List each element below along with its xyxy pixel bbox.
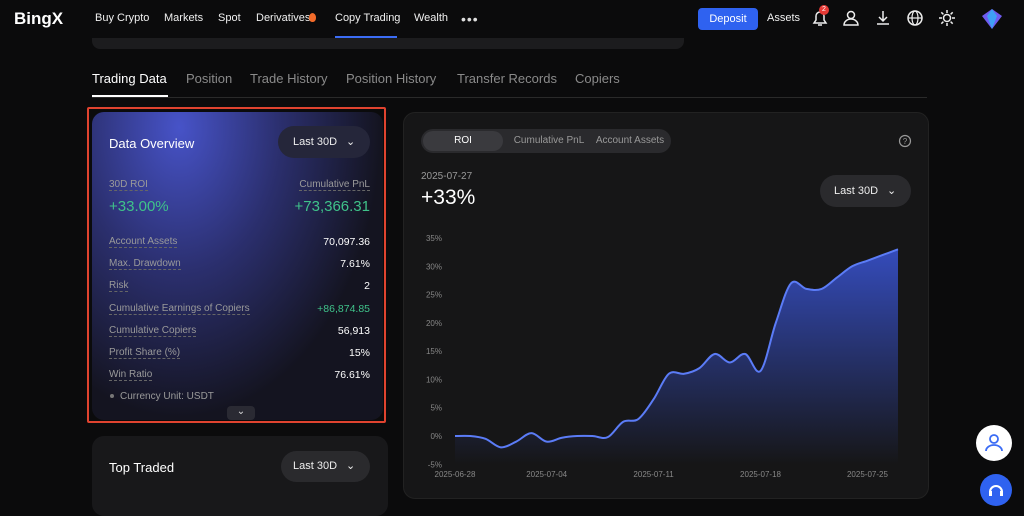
- y-tick-label: 15%: [426, 347, 442, 356]
- metric-value: 2: [364, 280, 370, 293]
- notification-badge: 2: [819, 5, 829, 15]
- y-tick-label: 20%: [426, 319, 442, 328]
- period-select[interactable]: Last 30D ⌄: [281, 451, 370, 482]
- help-icon[interactable]: ?: [898, 134, 912, 148]
- x-tick-label: 2025-07-18: [740, 470, 781, 479]
- more-icon[interactable]: •••: [461, 11, 479, 27]
- avatar-icon[interactable]: [980, 7, 1004, 31]
- tab[interactable]: Trade History: [250, 71, 328, 86]
- top-traded-card: Top Traded Last 30D ⌄: [92, 436, 388, 516]
- tab[interactable]: Position: [186, 71, 233, 86]
- assets-link[interactable]: Assets: [767, 12, 801, 24]
- tab-divider: [92, 97, 927, 98]
- nav-item[interactable]: Copy Trading: [335, 12, 401, 24]
- x-tick-label: 2025-07-25: [847, 470, 888, 479]
- deposit-button[interactable]: Deposit: [698, 8, 758, 30]
- currency-unit: Currency Unit: USDT: [120, 391, 214, 402]
- x-tick-label: 2025-07-04: [526, 470, 567, 479]
- metric-label: Cumulative Copiers: [109, 324, 197, 337]
- period-label: Last 30D: [834, 185, 879, 197]
- svg-text:?: ?: [903, 137, 908, 146]
- chart-toggle[interactable]: Account Assets: [595, 135, 665, 146]
- tab[interactable]: Transfer Records: [457, 71, 557, 86]
- top-traded-title: Top Traded: [109, 460, 175, 475]
- highlight-box: [87, 107, 386, 423]
- x-tick-label: 2025-06-28: [435, 470, 476, 479]
- overview-title: Data Overview: [109, 136, 195, 151]
- metric-value: 70,097.36: [323, 236, 370, 248]
- y-tick-label: 0%: [430, 432, 442, 441]
- support-button[interactable]: [980, 474, 1012, 506]
- selected-date: 2025-07-27: [421, 171, 473, 182]
- y-tick-label: 10%: [426, 375, 442, 384]
- period-label: Last 30D: [293, 136, 338, 148]
- metric-label: Cumulative Earnings of Copiers: [109, 302, 250, 315]
- metric-label: Account Assets: [109, 236, 178, 248]
- chart: -5% 0% 5% 10% 15% 20% 25% 30% 35% 2025-06-28 2025-…: [426, 234, 899, 479]
- unit-dot: [110, 394, 114, 398]
- user-icon[interactable]: [842, 9, 860, 27]
- metric-value: +86,874.85: [317, 302, 370, 315]
- x-tick-label: 2025-07-11: [633, 470, 674, 479]
- roi-value: +33.00%: [109, 198, 169, 215]
- nav-underline: [335, 36, 397, 38]
- nav-item[interactable]: Buy Crypto: [95, 12, 150, 24]
- navbar: BingX Buy Crypto Markets Spot Derivatives Co…: [0, 0, 1024, 38]
- area: [455, 249, 898, 465]
- expand-button[interactable]: ⌄: [227, 406, 255, 420]
- copilot-button[interactable]: [976, 425, 1012, 461]
- chart-toggle[interactable]: Cumulative PnL: [513, 135, 585, 146]
- selected-value: +33%: [421, 186, 476, 209]
- y-tick-label: 25%: [426, 291, 442, 300]
- metric-value: 7.61%: [340, 258, 370, 271]
- tab[interactable]: Copiers: [575, 71, 620, 86]
- y-tick-label: 35%: [426, 234, 442, 243]
- flame-icon: [309, 13, 316, 22]
- logo[interactable]: BingX: [14, 9, 64, 28]
- tab[interactable]: Trading Data: [92, 71, 167, 86]
- chart-toggle[interactable]: ROI: [423, 131, 503, 151]
- nav-item[interactable]: Wealth: [414, 12, 449, 24]
- theme-icon[interactable]: [938, 9, 956, 27]
- tab[interactable]: Position History: [346, 71, 437, 86]
- metric-value: 56,913: [337, 324, 370, 337]
- metric-label: Risk: [109, 280, 129, 293]
- y-tick-label: -5%: [428, 460, 442, 469]
- y-tick-label: 5%: [430, 404, 442, 413]
- nav-item[interactable]: Markets: [164, 12, 204, 24]
- period-label: Last 30D: [293, 460, 338, 472]
- metric-value: 15%: [348, 347, 370, 359]
- overview-card: Data Overview Last 30D ⌄ 30D ROI +33.00% …: [92, 112, 383, 420]
- metric-label: Profit Share (%): [109, 347, 181, 359]
- period-select[interactable]: Last 30D ⌄: [820, 175, 911, 207]
- metric-label: Win Ratio: [109, 369, 153, 382]
- tab-underline: [92, 95, 168, 97]
- metric-label: Max. Drawdown: [109, 258, 181, 271]
- roi-label: 30D ROI: [109, 179, 148, 191]
- nav-item[interactable]: Derivatives: [256, 12, 311, 24]
- chart-panel: ROI Cumulative PnL Account Assets ? 2025-0…: [403, 112, 929, 499]
- line: [454, 248, 899, 449]
- globe-icon[interactable]: [906, 9, 924, 27]
- y-tick-label: 30%: [426, 262, 442, 271]
- top-panel-edge: [92, 38, 684, 49]
- pnl-label: Cumulative PnL: [299, 179, 370, 191]
- period-select[interactable]: Last 30D ⌄: [278, 126, 370, 158]
- download-icon[interactable]: [874, 9, 892, 27]
- nav-item[interactable]: Spot: [218, 12, 241, 24]
- metric-value: 76.61%: [334, 369, 370, 382]
- pnl-value: +73,366.31: [294, 198, 371, 215]
